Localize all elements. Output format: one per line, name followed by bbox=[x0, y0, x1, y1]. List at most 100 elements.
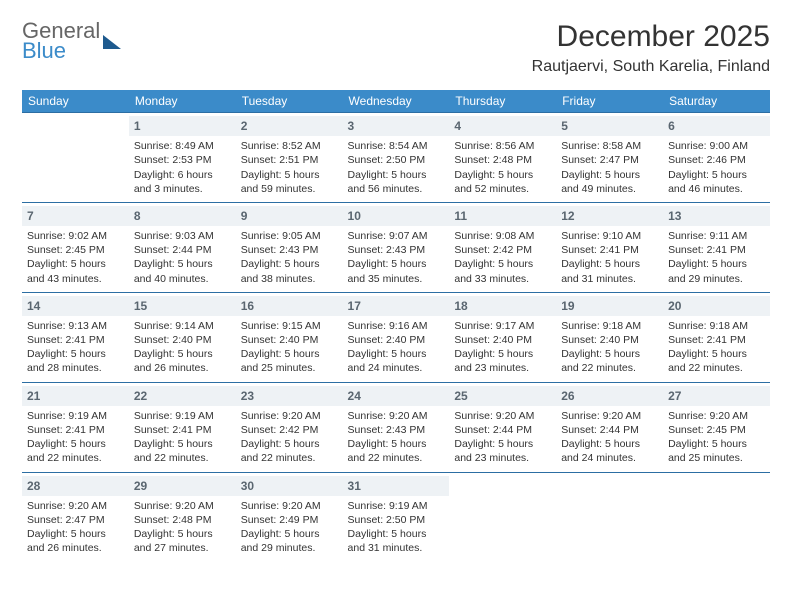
daylight-line: Daylight: 5 hours and 38 minutes. bbox=[241, 257, 338, 285]
weekday-header: Monday bbox=[129, 90, 236, 113]
day-cell: 11Sunrise: 9:08 AMSunset: 2:42 PMDayligh… bbox=[449, 202, 556, 292]
day-number: 21 bbox=[22, 386, 129, 406]
weekday-header: Saturday bbox=[663, 90, 770, 113]
sunset-line: Sunset: 2:41 PM bbox=[668, 243, 765, 257]
week-row: 14Sunrise: 9:13 AMSunset: 2:41 PMDayligh… bbox=[22, 292, 770, 382]
sunrise-line: Sunrise: 9:07 AM bbox=[348, 229, 445, 243]
logo-text: General Blue bbox=[22, 20, 100, 62]
sunset-line: Sunset: 2:50 PM bbox=[348, 153, 445, 167]
daylight-line: Daylight: 5 hours and 22 minutes. bbox=[348, 437, 445, 465]
day-number: 31 bbox=[343, 476, 450, 496]
sunset-line: Sunset: 2:41 PM bbox=[134, 423, 231, 437]
day-number: 6 bbox=[663, 116, 770, 136]
daylight-line: Daylight: 5 hours and 24 minutes. bbox=[348, 347, 445, 375]
month-title: December 2025 bbox=[532, 20, 770, 54]
sunrise-line: Sunrise: 8:54 AM bbox=[348, 139, 445, 153]
daylight-line: Daylight: 5 hours and 46 minutes. bbox=[668, 168, 765, 196]
day-number: 8 bbox=[129, 206, 236, 226]
sunset-line: Sunset: 2:48 PM bbox=[134, 513, 231, 527]
day-cell: 6 Sunrise: 9:00 AMSunset: 2:46 PMDaylight… bbox=[663, 113, 770, 203]
weekday-header: Wednesday bbox=[343, 90, 450, 113]
daylight-line: Daylight: 5 hours and 23 minutes. bbox=[454, 347, 551, 375]
sunset-line: Sunset: 2:45 PM bbox=[668, 423, 765, 437]
day-number: 14 bbox=[22, 296, 129, 316]
weekday-header: Tuesday bbox=[236, 90, 343, 113]
sunset-line: Sunset: 2:43 PM bbox=[241, 243, 338, 257]
sunset-line: Sunset: 2:53 PM bbox=[134, 153, 231, 167]
week-row: .1Sunrise: 8:49 AMSunset: 2:53 PMDayligh… bbox=[22, 113, 770, 203]
sunrise-line: Sunrise: 9:11 AM bbox=[668, 229, 765, 243]
day-number: 29 bbox=[129, 476, 236, 496]
day-number: 10 bbox=[343, 206, 450, 226]
sunrise-line: Sunrise: 9:19 AM bbox=[134, 409, 231, 423]
logo-triangle-icon bbox=[103, 35, 121, 49]
day-number: 5 bbox=[556, 116, 663, 136]
day-cell: 17 Sunrise: 9:16 AMSunset: 2:40 PMDayligh… bbox=[343, 292, 450, 382]
sunrise-line: Sunrise: 9:16 AM bbox=[348, 319, 445, 333]
sunrise-line: Sunrise: 9:20 AM bbox=[241, 499, 338, 513]
logo-line2: Blue bbox=[22, 40, 100, 62]
weekday-header: Sunday bbox=[22, 90, 129, 113]
sunset-line: Sunset: 2:45 PM bbox=[27, 243, 124, 257]
day-cell: 12Sunrise: 9:10 AMSunset: 2:41 PMDayligh… bbox=[556, 202, 663, 292]
title-block: December 2025 Rautjaervi, South Karelia,… bbox=[532, 20, 770, 76]
daylight-line: Daylight: 5 hours and 29 minutes. bbox=[668, 257, 765, 285]
sunrise-line: Sunrise: 9:20 AM bbox=[27, 499, 124, 513]
daylight-line: Daylight: 5 hours and 40 minutes. bbox=[134, 257, 231, 285]
day-number: 12 bbox=[556, 206, 663, 226]
day-cell: 31 Sunrise: 9:19 AMSunset: 2:50 PMDayligh… bbox=[343, 472, 450, 561]
day-number: 16 bbox=[236, 296, 343, 316]
day-number: 17 bbox=[343, 296, 450, 316]
header: General Blue December 2025 Rautjaervi, S… bbox=[22, 20, 770, 76]
day-cell: . bbox=[663, 472, 770, 561]
sunset-line: Sunset: 2:44 PM bbox=[561, 423, 658, 437]
day-cell: 25Sunrise: 9:20 AMSunset: 2:44 PMDayligh… bbox=[449, 382, 556, 472]
sunset-line: Sunset: 2:47 PM bbox=[561, 153, 658, 167]
day-cell: 21Sunrise: 9:19 AMSunset: 2:41 PMDayligh… bbox=[22, 382, 129, 472]
day-number: 18 bbox=[449, 296, 556, 316]
sunrise-line: Sunrise: 9:19 AM bbox=[348, 499, 445, 513]
daylight-line: Daylight: 6 hours and 3 minutes. bbox=[134, 168, 231, 196]
day-cell: 29Sunrise: 9:20 AMSunset: 2:48 PMDayligh… bbox=[129, 472, 236, 561]
sunrise-line: Sunrise: 8:56 AM bbox=[454, 139, 551, 153]
day-number: 4 bbox=[449, 116, 556, 136]
day-cell: 27Sunrise: 9:20 AMSunset: 2:45 PMDayligh… bbox=[663, 382, 770, 472]
day-number: 30 bbox=[236, 476, 343, 496]
day-cell: 28Sunrise: 9:20 AMSunset: 2:47 PMDayligh… bbox=[22, 472, 129, 561]
sunset-line: Sunset: 2:40 PM bbox=[241, 333, 338, 347]
sunset-line: Sunset: 2:46 PM bbox=[668, 153, 765, 167]
day-cell: 2Sunrise: 8:52 AMSunset: 2:51 PMDaylight… bbox=[236, 113, 343, 203]
day-number: 20 bbox=[663, 296, 770, 316]
sunrise-line: Sunrise: 9:05 AM bbox=[241, 229, 338, 243]
daylight-line: Daylight: 5 hours and 25 minutes. bbox=[668, 437, 765, 465]
day-number: 2 bbox=[236, 116, 343, 136]
sunrise-line: Sunrise: 9:20 AM bbox=[668, 409, 765, 423]
sunrise-line: Sunrise: 9:08 AM bbox=[454, 229, 551, 243]
weekday-header: Thursday bbox=[449, 90, 556, 113]
location-text: Rautjaervi, South Karelia, Finland bbox=[532, 58, 770, 76]
day-cell: 7Sunrise: 9:02 AMSunset: 2:45 PMDaylight… bbox=[22, 202, 129, 292]
week-row: 21 Sunrise: 9:19 AMSunset: 2:41 PM Dayligh… bbox=[22, 382, 770, 472]
day-number: 9 bbox=[236, 206, 343, 226]
day-cell: 24Sunrise: 9:20 AMSunset: 2:43 PMDayligh… bbox=[343, 382, 450, 472]
day-number: 13 bbox=[663, 206, 770, 226]
sunset-line: Sunset: 2:44 PM bbox=[134, 243, 231, 257]
daylight-line: Daylight: 5 hours and 31 minutes. bbox=[348, 527, 445, 555]
sunrise-line: Sunrise: 9:18 AM bbox=[668, 319, 765, 333]
sunset-line: Sunset: 2:40 PM bbox=[348, 333, 445, 347]
sunrise-line: Sunrise: 9:10 AM bbox=[561, 229, 658, 243]
sunset-line: Sunset: 2:50 PM bbox=[348, 513, 445, 527]
day-cell: 4Sunrise: 8:56 AMSunset: 2:48 PMDaylight… bbox=[449, 113, 556, 203]
day-cell: 9 Sunrise: 9:05 AMSunset: 2:43 PMDaylight… bbox=[236, 202, 343, 292]
day-number: 15 bbox=[129, 296, 236, 316]
daylight-line: Daylight: 5 hours and 27 minutes. bbox=[134, 527, 231, 555]
sunrise-line: Sunrise: 9:00 AM bbox=[668, 139, 765, 153]
day-cell: 1Sunrise: 8:49 AMSunset: 2:53 PMDaylight… bbox=[129, 113, 236, 203]
day-number: 3 bbox=[343, 116, 450, 136]
sunset-line: Sunset: 2:41 PM bbox=[561, 243, 658, 257]
day-cell: 22Sunrise: 9:19 AMSunset: 2:41 PMDayligh… bbox=[129, 382, 236, 472]
sunset-line: Sunset: 2:48 PM bbox=[454, 153, 551, 167]
sunrise-line: Sunrise: 9:20 AM bbox=[454, 409, 551, 423]
day-cell: 19Sunrise: 9:18 AMSunset: 2:40 PMDayligh… bbox=[556, 292, 663, 382]
sunset-line: Sunset: 2:40 PM bbox=[561, 333, 658, 347]
